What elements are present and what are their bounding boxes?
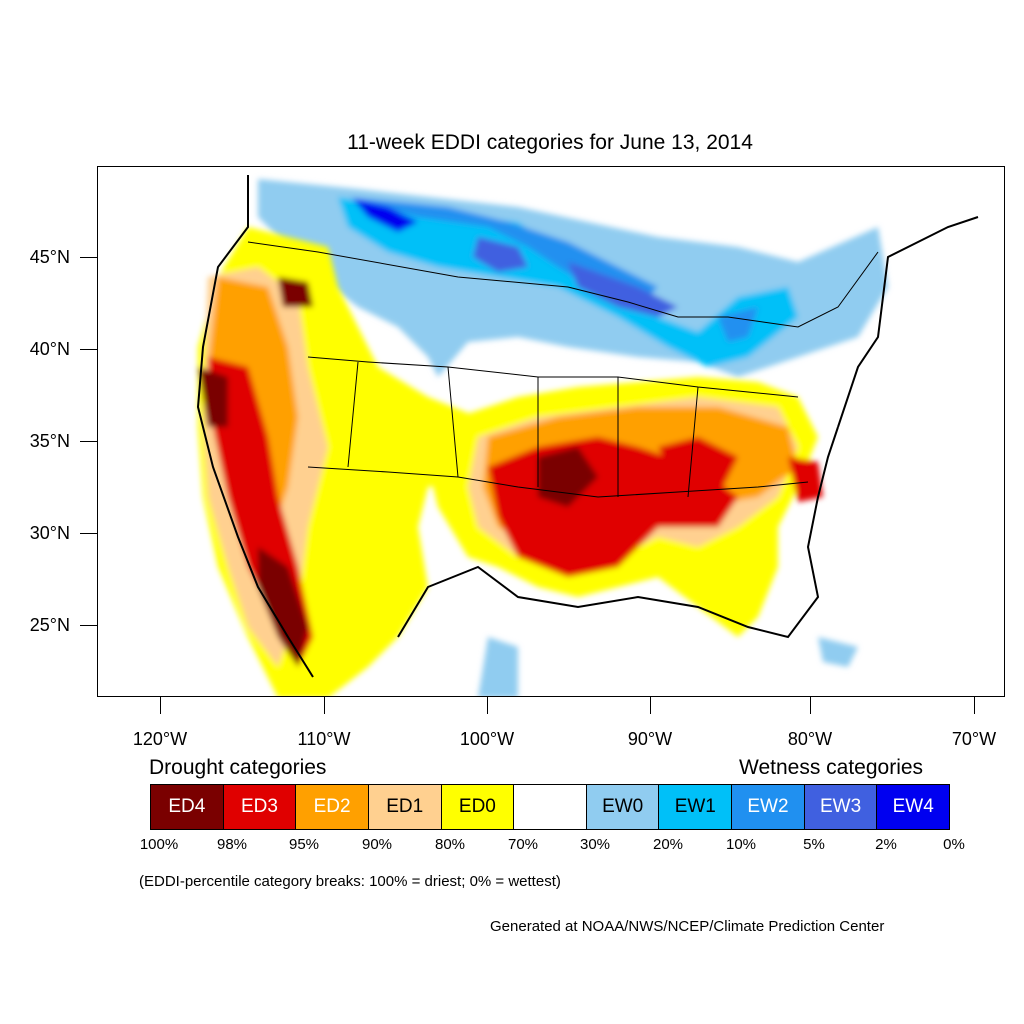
- eddi-map: [196, 175, 979, 696]
- legend-swatch-ew0: EW0: [586, 785, 660, 829]
- lon-label: 120°W: [132, 729, 188, 749]
- map-plot-area: [97, 166, 1005, 697]
- lat-tick: [80, 349, 97, 350]
- legend-swatch-ew3: EW3: [804, 785, 878, 829]
- legend-break-label: 70%: [507, 836, 539, 853]
- legend-break-label: 2%: [875, 836, 897, 853]
- breaks-note: (EDDI-percentile category breaks: 100% =…: [139, 873, 561, 890]
- legend-swatch-ed1: ED1: [368, 785, 442, 829]
- lon-tick: [487, 697, 488, 714]
- legend-break-label: 95%: [288, 836, 320, 853]
- legend-swatch-ed4: ED4: [151, 785, 224, 829]
- map-title: 11-week EDDI categories for June 13, 201…: [347, 131, 753, 154]
- legend-break-label: 10%: [725, 836, 757, 853]
- lon-label: 110°W: [297, 729, 351, 749]
- legend-break-label: 80%: [434, 836, 466, 853]
- coastline: [196, 175, 979, 678]
- legend-swatch-ed0: ED0: [441, 785, 515, 829]
- lat-label: 25°N: [29, 615, 70, 635]
- lat-label: 45°N: [29, 247, 70, 267]
- legend-swatch-ew1: EW1: [659, 785, 733, 829]
- lat-label: 35°N: [29, 431, 70, 451]
- legend-swatch-ed3: ED3: [223, 785, 297, 829]
- legend-break-label: 20%: [652, 836, 684, 853]
- lat-label: 30°N: [29, 523, 70, 543]
- wetness-heading: Wetness categories: [739, 756, 924, 779]
- lon-label: 70°W: [951, 729, 997, 749]
- lat-label: 40°N: [29, 339, 70, 359]
- legend-swatch-neutral: [514, 785, 587, 829]
- legend-break-label: 0%: [943, 836, 965, 853]
- wetness-regions: [258, 179, 888, 696]
- lon-label: 100°W: [459, 729, 515, 749]
- legend-swatch-ew4: EW4: [877, 785, 950, 829]
- legend-break-label: 98%: [216, 836, 248, 853]
- legend-swatch-ew2: EW2: [732, 785, 805, 829]
- legend-break-label: 30%: [579, 836, 611, 853]
- lon-label: 90°W: [627, 729, 673, 749]
- lat-tick: [80, 625, 97, 626]
- boundaries: [247, 241, 879, 498]
- lat-tick: [80, 441, 97, 442]
- lon-tick: [324, 697, 325, 714]
- lat-tick: [80, 533, 97, 534]
- lon-label: 80°W: [787, 729, 833, 749]
- drought-heading: Drought categories: [149, 756, 327, 779]
- credit-text: Generated at NOAA/NWS/NCEP/Climate Predi…: [490, 918, 885, 935]
- legend-break-label: 100%: [139, 836, 179, 853]
- lat-tick: [80, 257, 97, 258]
- lon-tick: [974, 697, 975, 714]
- lon-tick: [160, 697, 161, 714]
- legend-break-label: 90%: [361, 836, 393, 853]
- drought-regions: [198, 227, 823, 696]
- lon-tick: [650, 697, 651, 714]
- legend-colorbar: ED4 ED3 ED2 ED1 ED0 EW0 EW1 EW2 EW3 EW4: [150, 784, 950, 830]
- legend-break-label: 5%: [803, 836, 825, 853]
- legend-swatch-ed2: ED2: [296, 785, 369, 829]
- lon-tick: [810, 697, 811, 714]
